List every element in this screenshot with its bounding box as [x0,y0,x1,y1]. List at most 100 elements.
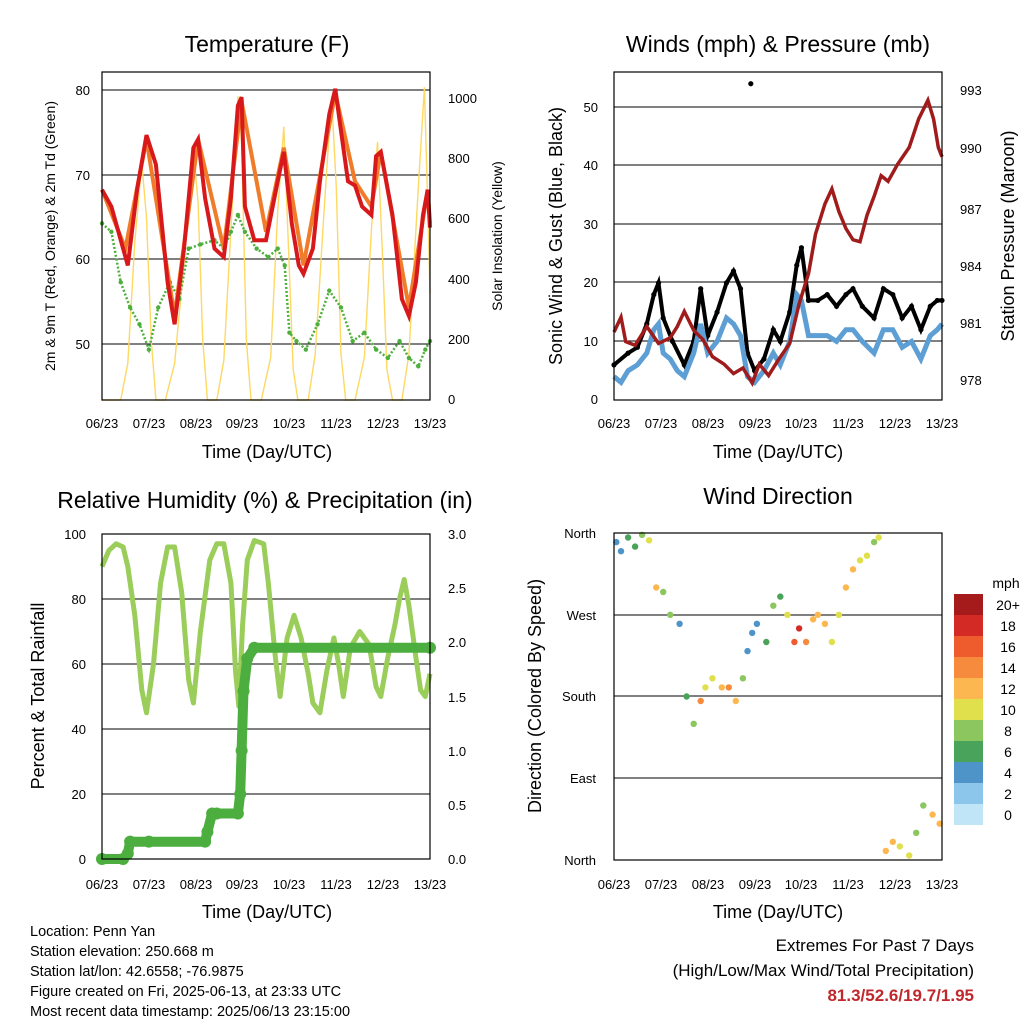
precipitation-points [96,641,436,865]
x-tick: 07/23 [645,416,678,431]
gust-point [934,297,940,304]
direction-point [828,638,836,646]
gust-point [761,356,767,362]
direction-left-ticks: North East South West North [562,526,596,868]
gust-point [787,309,793,315]
temperature-ytick: 50 [76,337,90,352]
x-tick: 08/23 [180,877,213,892]
gust-point [770,327,776,333]
extremes-values: 81.3/52.6/19.7/1.95 [827,986,974,1005]
direction-frame [613,532,943,861]
wind-line [612,288,944,387]
gust-point [843,291,849,298]
precipitation-point [235,744,248,757]
solar-ytick: 200 [448,332,470,347]
gust-point [927,303,933,309]
legend-swatch [954,615,983,636]
temperature-2m-line [100,88,432,325]
temperature-data [99,87,433,401]
recent-timestamp: Most recent data timestamp: 2025/06/13 2… [30,1004,351,1020]
x-tick: 10/23 [785,877,818,892]
direction-point [718,684,725,691]
temperature-title: Temperature (F) [185,31,350,57]
legend-label: 16 [1000,639,1016,655]
winds-xlabel: Time (Day/UTC) [713,442,843,462]
direction-ytick: North [564,526,596,541]
humidity-ylabel-left: Percent & Total Rainfall [28,603,48,790]
wind-ytick: 0 [591,392,598,407]
extremes-box: Extremes For Past 7 Days (High/Low/Max W… [673,933,974,1008]
legend-swatches [954,594,983,825]
direction-point [653,584,660,591]
precipitation-point [210,807,223,820]
x-tick: 06/23 [86,877,119,892]
direction-point [709,675,716,682]
x-tick: 08/23 [692,877,725,892]
direction-point [753,620,761,627]
direction-point [763,638,770,646]
pressure-ytick: 993 [960,83,982,98]
winds-data [611,81,945,387]
gust-point [660,315,666,321]
gust-point [655,280,662,286]
x-tick: 12/23 [879,877,912,892]
humidity-x-ticks: 06/23 07/23 08/23 09/23 10/23 11/23 12/2… [86,877,447,892]
gust-point [723,280,730,286]
figure-created: Figure created on Fri, 2025-06-13, at 23… [30,984,342,1000]
legend-label: 14 [1000,660,1016,676]
direction-point [791,638,798,646]
temperature-left-ticks: 50 60 70 80 [76,83,90,352]
humidity-title: Relative Humidity (%) & Precipitation (i… [57,487,472,513]
temperature-xlabel: Time (Day/UTC) [202,442,332,462]
direction-gridlines [614,614,942,779]
winds-x-ticks: 06/23 07/23 08/23 09/23 10/23 11/23 12/2… [598,416,959,431]
precipitation-point [124,835,137,848]
legend-label: 12 [1000,681,1016,697]
gust-point [651,291,657,298]
legend-swatch [954,762,983,783]
solar-ytick: 400 [448,272,470,287]
x-tick: 09/23 [739,416,772,431]
station-location: Location: Penn Yan [30,924,156,940]
precipitation-point [248,641,261,654]
x-tick: 06/23 [598,416,631,431]
winds-right-ticks: 978 981 984 987 990 993 [960,83,982,388]
extremes-title: Extremes For Past 7 Days [775,936,974,955]
x-tick: 07/23 [133,877,166,892]
pressure-ytick: 978 [960,373,982,388]
direction-ytick: West [567,608,597,623]
precipitation-point [142,835,155,848]
winds-ylabel-right: Station Pressure (Maroon) [998,130,1018,341]
solar-ytick: 1000 [448,91,477,106]
direction-point [863,552,871,559]
humidity-data [96,538,436,865]
precipitation-point [201,825,214,838]
legend-swatch [954,678,983,699]
wind-ytick: 30 [584,217,598,232]
precipitation-point [199,835,212,848]
speed-color-legend: mph 20+ 18 16 14 12 10 8 6 4 2 0 [954,575,1020,825]
precip-ytick: 2.0 [448,635,466,650]
pressure-ytick: 981 [960,316,982,331]
pressure-ytick: 990 [960,141,982,156]
x-tick: 08/23 [180,416,213,431]
legend-label: 6 [1004,744,1012,760]
gust-point [714,309,720,315]
direction-point [875,534,882,541]
humidity-right-ticks: 0.0 0.5 1.0 1.5 2.0 2.5 3.0 [448,527,466,867]
legend-swatch [954,699,983,720]
temperature-ylabel-right: Solar Insolation (Yellow) [489,161,505,311]
direction-point [929,811,936,818]
x-tick: 10/23 [273,877,306,892]
x-tick: 13/23 [414,416,447,431]
relative-humidity-line [99,538,433,716]
direction-point [784,611,791,618]
gust-point [880,286,887,292]
precip-ytick: 2.5 [448,581,466,596]
winds-title: Winds (mph) & Pressure (mb) [626,31,930,57]
precip-ytick: 3.0 [448,527,466,542]
x-tick: 13/23 [926,416,959,431]
gust-point [698,286,704,292]
pressure-ytick: 984 [960,259,982,274]
direction-panel: Wind Direction North East South West Nor… [525,483,1020,922]
